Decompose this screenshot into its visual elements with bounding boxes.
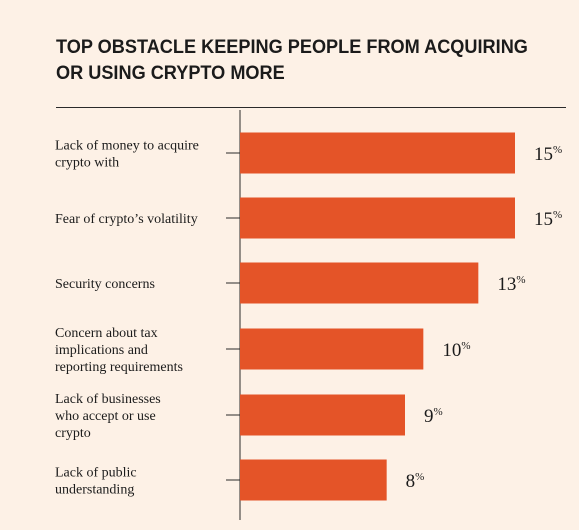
- value-label: 15%: [534, 144, 562, 165]
- category-label: Lack of businesses who accept or use crypt…: [55, 392, 161, 441]
- category-label: Lack of money to acquire crypto with: [55, 139, 199, 171]
- value-label: 13%: [497, 274, 525, 295]
- title-divider: [56, 107, 566, 108]
- bar: [240, 132, 515, 174]
- bar: [240, 328, 424, 370]
- category-label: Concern about tax implications and reporti…: [55, 326, 183, 375]
- category-label: Lack of public understanding: [55, 466, 137, 498]
- value-label: 8%: [406, 471, 425, 492]
- bar: [240, 394, 405, 436]
- value-label: 10%: [442, 340, 470, 361]
- value-label: 9%: [424, 406, 443, 427]
- bar: [240, 262, 479, 304]
- value-label: 15%: [534, 209, 562, 230]
- chart-title: TOP OBSTACLE KEEPING PEOPLE FROM ACQUIRI…: [56, 36, 528, 84]
- bar: [240, 459, 387, 501]
- bar: [240, 197, 515, 239]
- category-label: Fear of crypto’s volatility: [55, 212, 198, 227]
- category-label: Security concerns: [55, 277, 155, 292]
